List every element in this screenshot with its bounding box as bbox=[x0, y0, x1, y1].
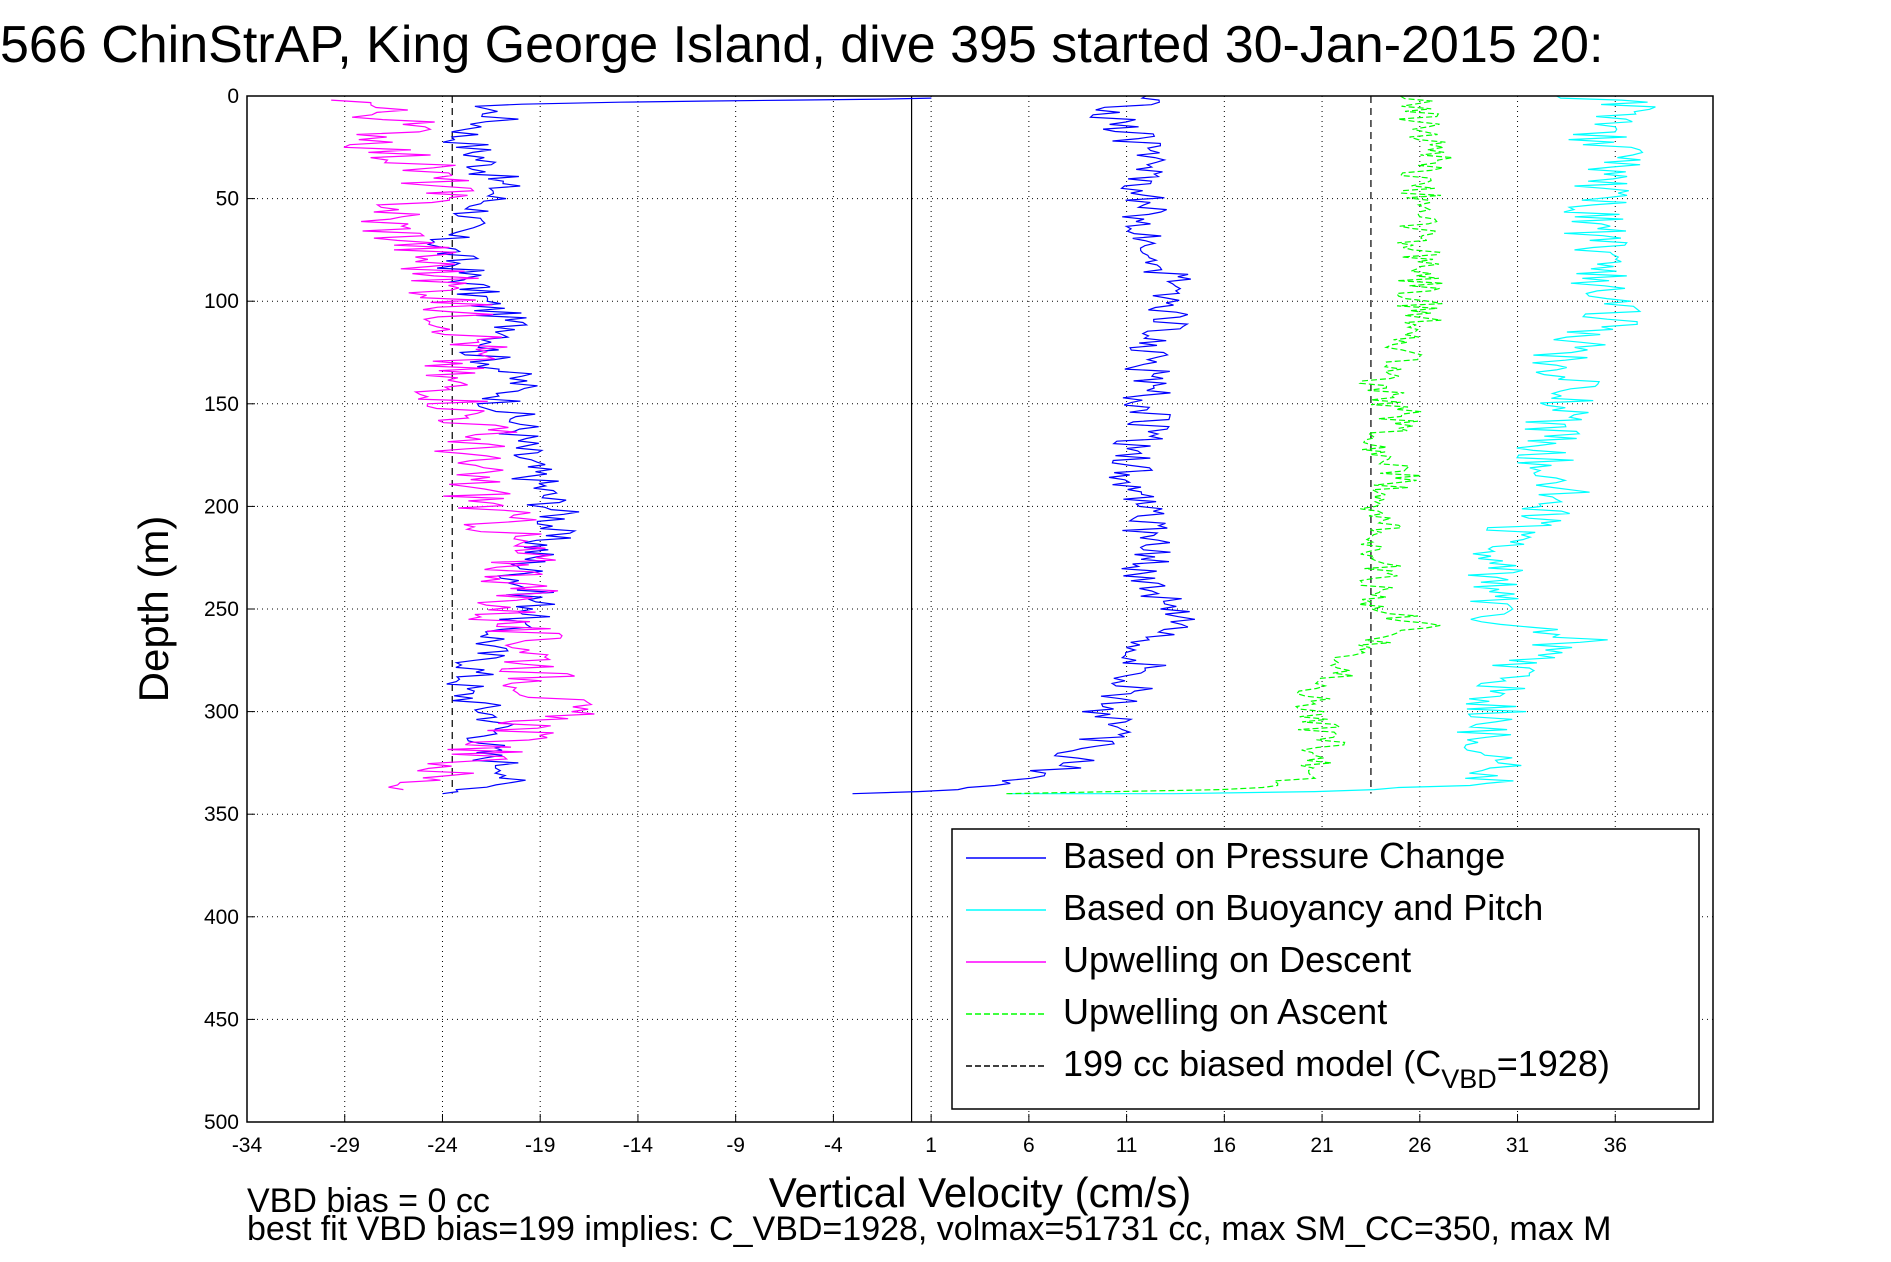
series-upwelling-on-ascent-ascent bbox=[1006, 95, 1453, 795]
x-tick-label: -19 bbox=[525, 1134, 555, 1157]
y-tick-label: 500 bbox=[204, 1111, 239, 1134]
legend-label: Upwelling on Ascent bbox=[1063, 991, 1387, 1032]
series-based-on-buoyancy-and-pitch-ascent bbox=[1008, 95, 1656, 795]
legend-label: Based on Pressure Change bbox=[1063, 835, 1505, 876]
x-tick-label: 21 bbox=[1310, 1134, 1333, 1157]
x-tick-label: -29 bbox=[330, 1134, 360, 1157]
x-tick-label: -9 bbox=[726, 1134, 745, 1157]
y-tick-label: 300 bbox=[204, 701, 239, 724]
y-tick-label: 400 bbox=[204, 906, 239, 929]
x-tick-label: 31 bbox=[1506, 1134, 1529, 1157]
series-based-on-pressure-change-descent bbox=[426, 97, 932, 795]
footer-line-2: best fit VBD bias=199 implies: C_VBD=192… bbox=[247, 1210, 1611, 1248]
x-axis-label: Vertical Velocity (cm/s) bbox=[769, 1169, 1191, 1216]
footer-line-1: VBD bias = 0 cc bbox=[247, 1182, 490, 1220]
legend-label: Based on Buoyancy and Pitch bbox=[1063, 887, 1543, 928]
legend-label-tail: =1928) bbox=[1497, 1043, 1610, 1084]
y-tick-label: 450 bbox=[204, 1008, 239, 1031]
x-axis-ticks: -34 -29 -24 -19 -14 -9 -4 1 6 11 16 21 26 31 36 bbox=[232, 1114, 1627, 1157]
x-tick-label: 16 bbox=[1213, 1134, 1236, 1157]
y-tick-label: 350 bbox=[204, 803, 239, 826]
y-tick-label: 150 bbox=[204, 393, 239, 416]
x-tick-label: 1 bbox=[925, 1134, 937, 1157]
y-tick-label: 0 bbox=[227, 85, 239, 108]
y-axis-ticks: 0 50 100 150 200 250 300 350 400 450 500 bbox=[204, 85, 255, 1134]
legend-box bbox=[951, 828, 1700, 1110]
series-based-on-pressure-change-ascent bbox=[852, 95, 1195, 795]
legend-label-subscript: VBD bbox=[1441, 1064, 1497, 1094]
y-tick-label: 50 bbox=[216, 188, 239, 211]
x-tick-label: 26 bbox=[1408, 1134, 1431, 1157]
y-tick-label: 250 bbox=[204, 598, 239, 621]
x-tick-label: -34 bbox=[232, 1134, 263, 1157]
legend: Based on Pressure Change Based on Buoyanc… bbox=[951, 828, 1700, 1110]
x-tick-label: 11 bbox=[1116, 1134, 1138, 1157]
x-tick-label: -24 bbox=[427, 1134, 458, 1157]
legend-label: Upwelling on Descent bbox=[1063, 939, 1411, 980]
x-tick-label: 6 bbox=[1023, 1134, 1035, 1157]
series-upwelling-on-descent-descent bbox=[331, 99, 595, 791]
x-tick-label: -14 bbox=[623, 1134, 654, 1157]
chart-title: 566 ChinStrAP, King George Island, dive … bbox=[0, 16, 1603, 74]
y-tick-label: 200 bbox=[204, 495, 239, 518]
x-tick-label: -4 bbox=[824, 1134, 843, 1157]
plot-series bbox=[331, 95, 1656, 795]
y-axis-label: Depth (m) bbox=[130, 516, 177, 703]
x-tick-label: 36 bbox=[1604, 1134, 1627, 1157]
y-tick-label: 100 bbox=[204, 290, 239, 313]
